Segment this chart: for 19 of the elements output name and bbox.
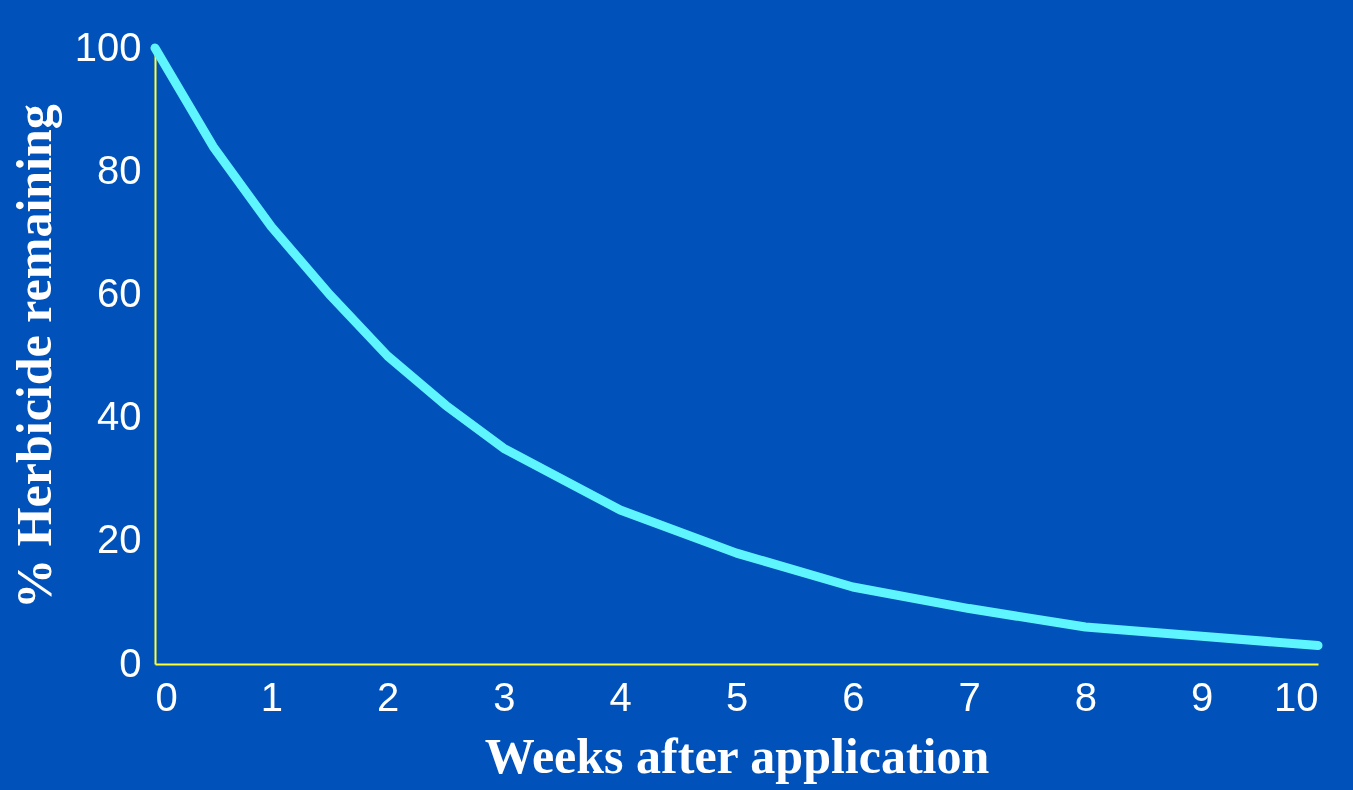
y-tick-label: 40 <box>97 394 142 439</box>
x-tick-label: 1 <box>260 674 283 719</box>
y-tick-label: 80 <box>97 147 142 192</box>
y-tick-label: 60 <box>97 270 142 315</box>
x-tick-label: 5 <box>725 674 749 719</box>
y-tick-label: 0 <box>119 640 142 685</box>
x-tick-label: 8 <box>1074 674 1098 719</box>
x-tick-label: 2 <box>376 674 400 719</box>
x-tick-label: 4 <box>609 674 632 719</box>
x-tick-label: 0 <box>155 674 178 719</box>
x-tick-label: 6 <box>842 674 865 719</box>
x-axis-title: Weeks after application <box>484 727 990 784</box>
y-tick-label: 100 <box>74 24 142 69</box>
x-tick-label: 3 <box>493 674 516 719</box>
x-tick-label: 10 <box>1274 674 1319 719</box>
x-tick-label: 7 <box>958 674 981 719</box>
y-axis-title: % Herbicide remaining <box>5 104 62 609</box>
x-tick-label: 9 <box>1191 674 1214 719</box>
y-tick-label: 20 <box>97 517 142 562</box>
